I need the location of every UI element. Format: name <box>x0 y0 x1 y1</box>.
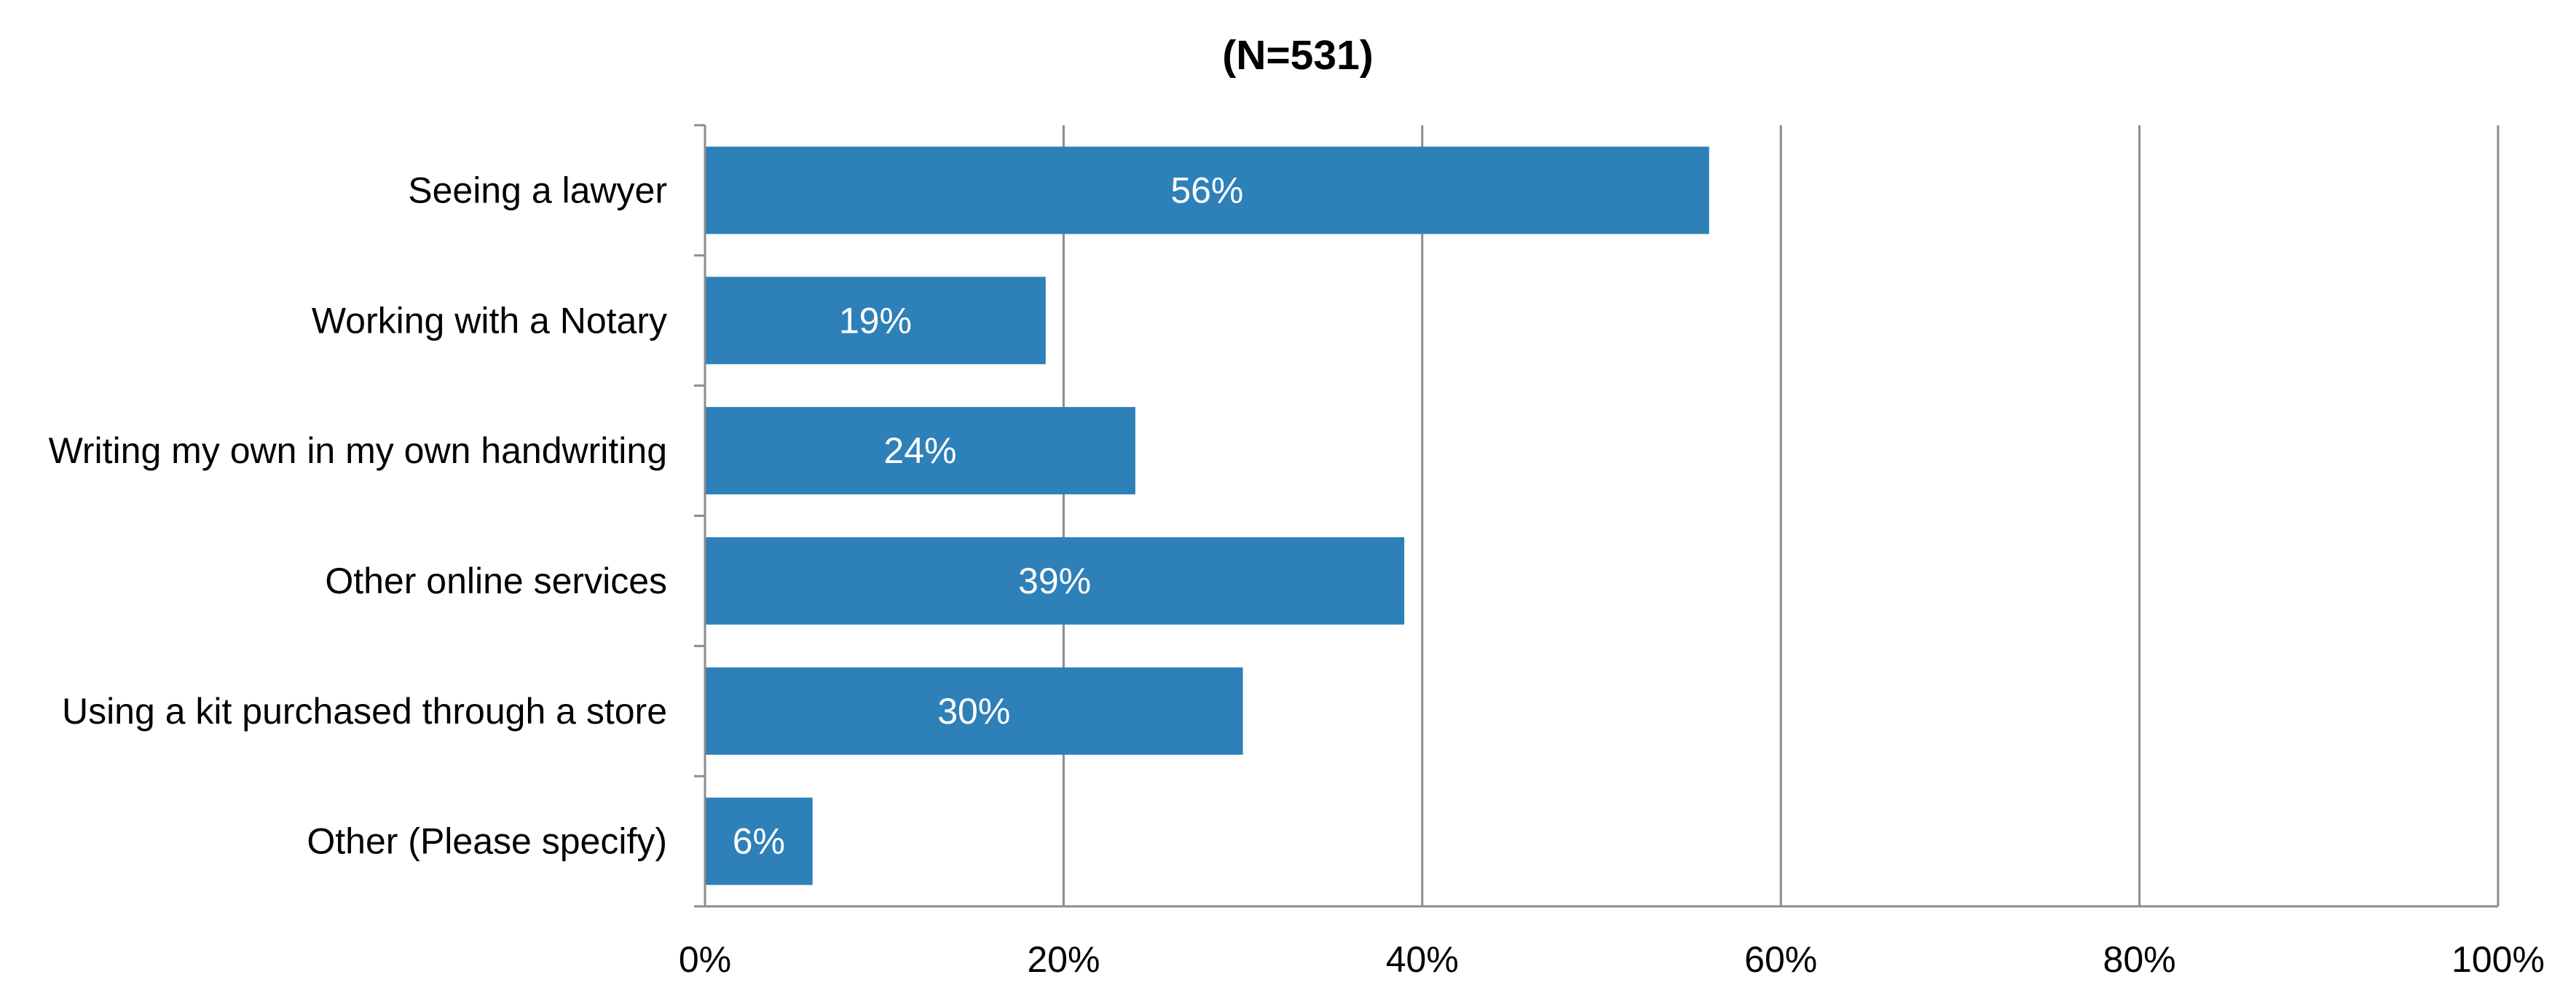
bars <box>705 146 1709 885</box>
data-label-5: 6% <box>733 821 785 862</box>
data-label-1: 19% <box>839 300 912 341</box>
data-label-0: 56% <box>1170 170 1243 210</box>
data-label-2: 24% <box>883 430 956 471</box>
data-label-3: 39% <box>1018 561 1091 601</box>
category-label-1: Working with a Notary <box>312 300 667 341</box>
bar-0 <box>705 146 1709 234</box>
chart-title: (N=531) <box>1222 32 1374 79</box>
bar-3 <box>705 537 1405 625</box>
data-labels: 56% 19% 24% 39% 30% 6% <box>733 170 1244 861</box>
bar-2 <box>705 407 1135 495</box>
x-tick-label-0: 0% <box>679 939 731 980</box>
tick-labels: 0% 20% 40% 60% 80% 100% <box>679 939 2545 980</box>
category-label-3: Other online services <box>325 561 667 601</box>
category-label-5: Other (Please specify) <box>307 821 667 862</box>
x-tick-label-60: 60% <box>1744 939 1817 980</box>
x-tick-label-40: 40% <box>1386 939 1459 980</box>
category-labels: Seeing a lawyer Working with a Notary Writ… <box>49 170 667 861</box>
data-label-4: 30% <box>937 691 1010 732</box>
category-label-2: Writing my own in my own handwriting <box>49 430 667 471</box>
x-tick-label-100: 100% <box>2451 939 2545 980</box>
bar-1 <box>705 277 1046 365</box>
axes <box>694 124 2498 908</box>
gridlines <box>1062 125 2500 906</box>
bar-4 <box>705 667 1243 755</box>
bar-5 <box>705 797 813 885</box>
category-label-0: Seeing a lawyer <box>408 170 667 210</box>
category-label-4: Using a kit purchased through a store <box>62 691 667 732</box>
x-tick-label-20: 20% <box>1027 939 1100 980</box>
x-tick-label-80: 80% <box>2103 939 2176 980</box>
